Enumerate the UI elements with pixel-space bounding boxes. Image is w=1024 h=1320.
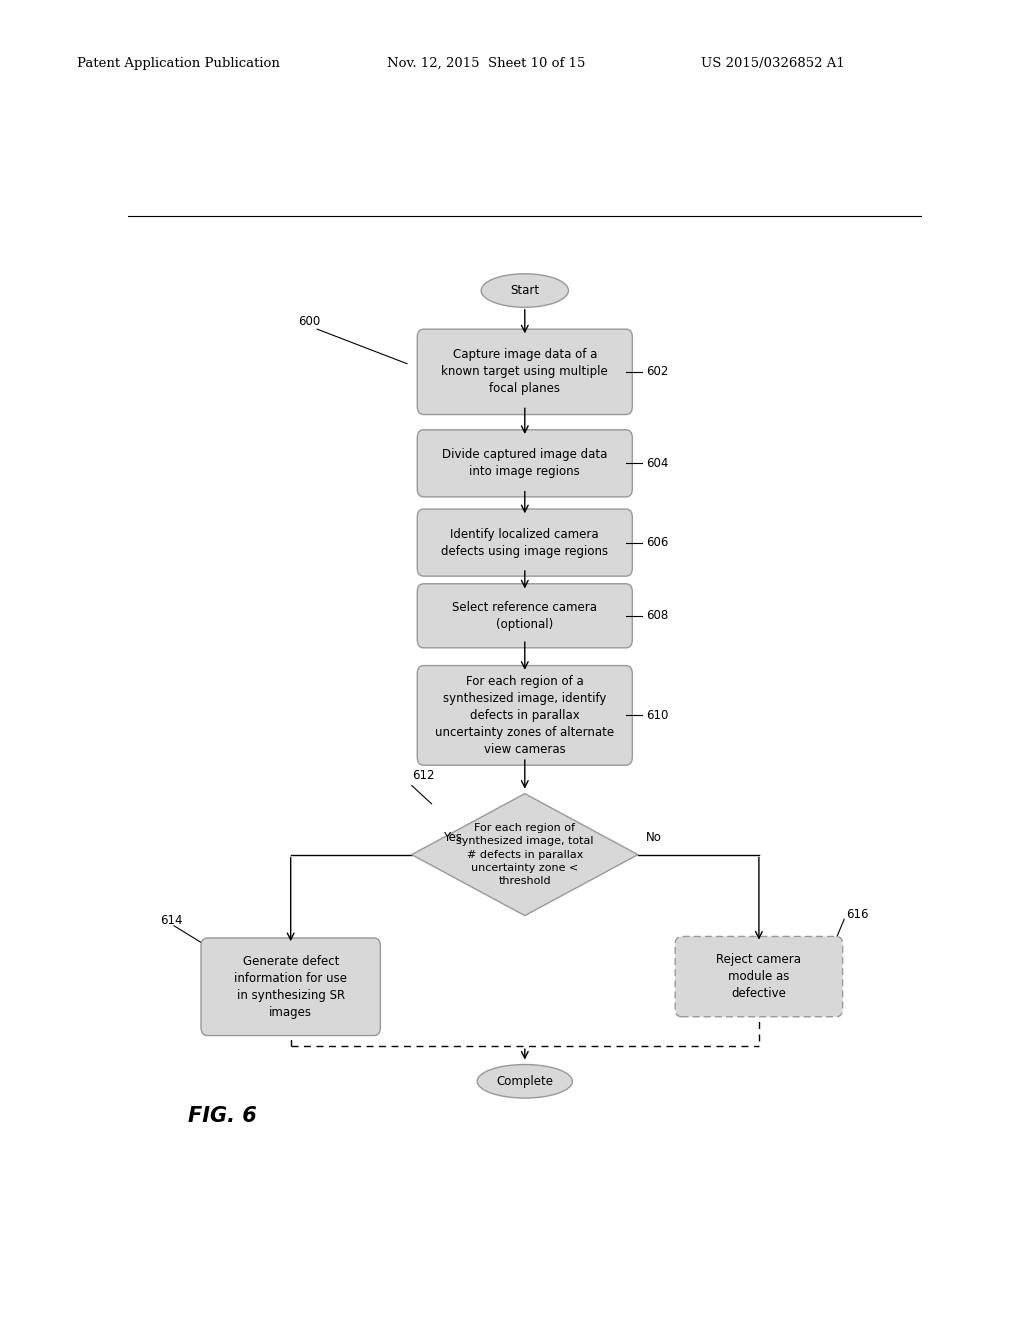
Text: 608: 608 xyxy=(646,610,668,622)
Text: No: No xyxy=(646,832,662,845)
FancyBboxPatch shape xyxy=(417,329,633,414)
Text: 616: 616 xyxy=(846,908,868,920)
Text: Nov. 12, 2015  Sheet 10 of 15: Nov. 12, 2015 Sheet 10 of 15 xyxy=(387,57,586,70)
Text: 612: 612 xyxy=(412,768,434,781)
Ellipse shape xyxy=(477,1064,572,1098)
Text: FIG. 6: FIG. 6 xyxy=(187,1106,256,1126)
Polygon shape xyxy=(412,793,638,916)
Text: 602: 602 xyxy=(646,366,669,379)
Text: Capture image data of a
known target using multiple
focal planes: Capture image data of a known target usi… xyxy=(441,348,608,396)
FancyBboxPatch shape xyxy=(417,510,633,576)
Text: 610: 610 xyxy=(646,709,669,722)
FancyBboxPatch shape xyxy=(675,936,843,1016)
Text: Complete: Complete xyxy=(497,1074,553,1088)
Text: Identify localized camera
defects using image regions: Identify localized camera defects using … xyxy=(441,528,608,557)
Text: For each region of
synthesized image, total
# defects in parallax
uncertainty zo: For each region of synthesized image, to… xyxy=(456,824,594,886)
Text: For each region of a
synthesized image, identify
defects in parallax
uncertainty: For each region of a synthesized image, … xyxy=(435,675,614,756)
Ellipse shape xyxy=(481,273,568,308)
Text: Patent Application Publication: Patent Application Publication xyxy=(77,57,280,70)
FancyBboxPatch shape xyxy=(417,583,633,648)
Text: Start: Start xyxy=(510,284,540,297)
FancyBboxPatch shape xyxy=(201,939,380,1036)
Text: US 2015/0326852 A1: US 2015/0326852 A1 xyxy=(701,57,845,70)
FancyBboxPatch shape xyxy=(417,430,633,496)
Text: Divide captured image data
into image regions: Divide captured image data into image re… xyxy=(442,449,607,478)
Text: Generate defect
information for use
in synthesizing SR
images: Generate defect information for use in s… xyxy=(234,954,347,1019)
Text: 606: 606 xyxy=(646,536,669,549)
Text: 604: 604 xyxy=(646,457,669,470)
Text: Yes: Yes xyxy=(443,832,463,845)
Text: 600: 600 xyxy=(299,314,321,327)
Text: Select reference camera
(optional): Select reference camera (optional) xyxy=(453,601,597,631)
FancyBboxPatch shape xyxy=(417,665,633,766)
Text: Reject camera
module as
defective: Reject camera module as defective xyxy=(717,953,802,1001)
Text: 614: 614 xyxy=(160,915,182,927)
